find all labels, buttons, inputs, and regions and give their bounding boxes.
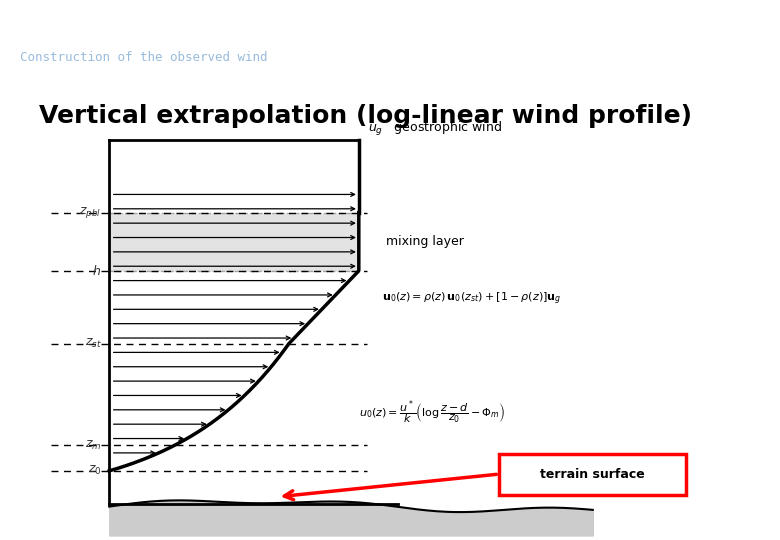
Text: $z_{st}$: $z_{st}$ bbox=[84, 337, 101, 350]
Text: Construction of the observed wind: Construction of the observed wind bbox=[20, 51, 267, 64]
Text: SIANI: SIANI bbox=[708, 57, 750, 71]
Text: terrain surface: terrain surface bbox=[541, 468, 645, 481]
Text: mixing layer: mixing layer bbox=[386, 235, 464, 248]
Text: Vertical extrapolation (log-linear wind profile): Vertical extrapolation (log-linear wind … bbox=[39, 104, 692, 127]
Text: $u_g$   geostrophic wind: $u_g$ geostrophic wind bbox=[368, 119, 502, 138]
Text: Mass Consistent Wind Model: Mass Consistent Wind Model bbox=[20, 15, 303, 33]
Text: $z_m$: $z_m$ bbox=[85, 439, 101, 452]
Text: $h$: $h$ bbox=[92, 264, 101, 278]
Text: $z_0$: $z_0$ bbox=[88, 464, 101, 477]
Bar bbox=[499, 454, 686, 495]
Bar bbox=[109, 213, 359, 271]
Text: $\mathbf{u}_0(z) = \rho(z)\,\mathbf{u}_0(z_{st}) + [1 - \rho(z)]\mathbf{u}_g$: $\mathbf{u}_0(z) = \rho(z)\,\mathbf{u}_0… bbox=[382, 291, 562, 307]
Text: $u_0(z) = \dfrac{u^*}{k}\left(\log\dfrac{z-d}{z_0} - \Phi_m\right)$: $u_0(z) = \dfrac{u^*}{k}\left(\log\dfrac… bbox=[359, 399, 505, 427]
Text: $z_{pbl}$: $z_{pbl}$ bbox=[80, 205, 101, 220]
